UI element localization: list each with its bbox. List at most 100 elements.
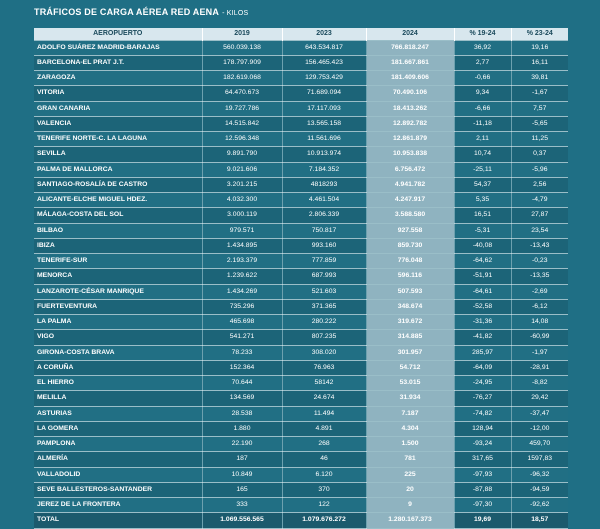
header-pct-19-24: % 19-24	[454, 28, 512, 41]
cargo-traffic-table: AEROPUERTO 2019 2023 2024 % 19-24 % 23-2…	[34, 28, 568, 529]
value-2024-cell: 70.490.106	[366, 85, 455, 102]
value-2019-cell: 541.271	[202, 329, 283, 346]
table-row: MELILLA 134.569 24.674 31.934 -76,27 29,42	[34, 390, 568, 407]
header-pct-23-24: % 23-24	[511, 28, 568, 41]
value-2019-cell: 22.190	[202, 436, 283, 453]
pct-23-24-cell: -0,23	[511, 253, 568, 270]
value-2024-cell: 12.861.879	[366, 131, 455, 148]
airport-cell: VIGO	[34, 329, 203, 346]
airport-cell: MÁLAGA-COSTA DEL SOL	[34, 207, 203, 224]
value-2019-cell: 10.849	[202, 467, 283, 483]
pct-23-24-cell: 11,25	[511, 131, 568, 148]
value-2023-cell: 993.160	[282, 238, 367, 255]
value-2024-cell: 18.413.262	[366, 101, 455, 117]
pct-23-24-cell: 2,56	[511, 177, 568, 194]
value-2023-cell: 4.461.504	[282, 192, 367, 209]
value-2023-cell: 687.993	[282, 268, 367, 285]
airport-cell: ALICANTE-ELCHE MIGUEL HDEZ.	[34, 192, 203, 209]
table-body: ADOLFO SUÁREZ MADRID-BARAJAS 560.039.138 6…	[34, 40, 568, 529]
table-row: MENORCA 1.239.622 687.993 596.116 -51,91 -13,…	[34, 268, 568, 285]
total-pct-23-24-cell: 18,57	[511, 512, 568, 529]
value-2023-cell: 308.020	[282, 345, 367, 361]
title-unit: - KILOS	[222, 10, 249, 17]
pct-23-24-cell: 29,42	[511, 390, 568, 407]
pct-23-24-cell: -5,96	[511, 162, 568, 178]
airport-cell: PALMA DE MALLORCA	[34, 162, 203, 178]
pct-19-24-cell: -64,62	[454, 253, 512, 270]
value-2019-cell: 64.470.673	[202, 85, 283, 102]
value-2024-cell: 12.892.782	[366, 116, 455, 133]
airport-cell: LANZAROTE-CÉSAR MANRIQUE	[34, 284, 203, 300]
table-row: LA PALMA 465.698 280.222 319.672 -31,36 14,08	[34, 314, 568, 331]
value-2019-cell: 182.619.068	[202, 70, 283, 87]
table-row: A CORUÑA 152.364 76.963 54.712 -64,09 -28,91	[34, 360, 568, 377]
table-row: SEVILLA 9.891.790 10.913.974 10.953.838 10,7…	[34, 146, 568, 163]
pct-19-24-cell: 10,74	[454, 146, 512, 163]
table-row: PALMA DE MALLORCA 9.021.606 7.184.352 6.756…	[34, 162, 568, 178]
airport-cell: LA GOMERA	[34, 421, 203, 438]
pct-23-24-cell: 459,70	[511, 436, 568, 453]
value-2023-cell: 750.817	[282, 223, 367, 239]
table-row: IBIZA 1.434.895 993.160 859.730 -40,08 -13,43	[34, 238, 568, 255]
table-row: GRAN CANARIA 19.727.786 17.117.093 18.413.2…	[34, 101, 568, 117]
value-2023-cell: 10.913.974	[282, 146, 367, 163]
pct-23-24-cell: 23,54	[511, 223, 568, 239]
airport-cell: ADOLFO SUÁREZ MADRID-BARAJAS	[34, 40, 203, 56]
value-2024-cell: 181.667.861	[366, 55, 455, 72]
value-2019-cell: 1.239.622	[202, 268, 283, 285]
value-2019-cell: 1.880	[202, 421, 283, 438]
value-2019-cell: 735.296	[202, 299, 283, 316]
value-2023-cell: 4818293	[282, 177, 367, 194]
pct-19-24-cell: 2,11	[454, 131, 512, 148]
pct-23-24-cell: -1,97	[511, 345, 568, 361]
total-value-2019-cell: 1.069.556.565	[202, 512, 283, 529]
airport-cell: MELILLA	[34, 390, 203, 407]
header-2023: 2023	[282, 28, 367, 41]
value-2023-cell: 156.465.423	[282, 55, 367, 72]
pct-23-24-cell: -94,59	[511, 482, 568, 499]
pct-23-24-cell: -13,35	[511, 268, 568, 285]
pct-23-24-cell: -8,82	[511, 375, 568, 392]
pct-19-24-cell: 9,34	[454, 85, 512, 102]
value-2023-cell: 46	[282, 451, 367, 468]
value-2024-cell: 507.593	[366, 284, 455, 300]
value-2024-cell: 20	[366, 482, 455, 499]
airport-cell: BILBAO	[34, 223, 203, 239]
table-row: LANZAROTE-CÉSAR MANRIQUE 1.434.269 521.603…	[34, 284, 568, 300]
table-row: ALMERÍA 187 46 781 317,65 1597,83	[34, 451, 568, 468]
header-row: AEROPUERTO 2019 2023 2024 % 19-24 % 23-2…	[34, 28, 568, 41]
pct-23-24-cell: 19,16	[511, 40, 568, 56]
pct-23-24-cell: -2,69	[511, 284, 568, 300]
value-2024-cell: 6.756.472	[366, 162, 455, 178]
value-2019-cell: 333	[202, 497, 283, 514]
pct-19-24-cell: -51,91	[454, 268, 512, 285]
pct-19-24-cell: -0,66	[454, 70, 512, 87]
table-row: SANTIAGO-ROSALÍA DE CASTRO 3.201.215 48182…	[34, 177, 568, 194]
pct-19-24-cell: -6,66	[454, 101, 512, 117]
value-2019-cell: 465.698	[202, 314, 283, 331]
table-row: FUERTEVENTURA 735.296 371.365 348.674 -52,58…	[34, 299, 568, 316]
table-row: LA GOMERA 1.880 4.891 4.304 128,94 -12,00	[34, 421, 568, 438]
value-2023-cell: 2.806.339	[282, 207, 367, 224]
pct-19-24-cell: 128,94	[454, 421, 512, 438]
pct-19-24-cell: -24,95	[454, 375, 512, 392]
value-2019-cell: 9.021.606	[202, 162, 283, 178]
pct-19-24-cell: 54,37	[454, 177, 512, 194]
value-2023-cell: 643.534.817	[282, 40, 367, 56]
value-2019-cell: 2.193.379	[202, 253, 283, 270]
table-row: PAMPLONA 22.190 268 1.500 -93,24 459,70	[34, 436, 568, 453]
value-2019-cell: 4.032.300	[202, 192, 283, 209]
airport-cell: JEREZ DE LA FRONTERA	[34, 497, 203, 514]
value-2024-cell: 4.247.917	[366, 192, 455, 209]
pct-19-24-cell: -87,88	[454, 482, 512, 499]
airport-cell: SEVE BALLESTEROS-SANTANDER	[34, 482, 203, 499]
pct-23-24-cell: 27,87	[511, 207, 568, 224]
value-2024-cell: 3.588.580	[366, 207, 455, 224]
table-row: ZARAGOZA 182.619.068 129.753.429 181.409.60…	[34, 70, 568, 87]
value-2023-cell: 58142	[282, 375, 367, 392]
value-2024-cell: 314.885	[366, 329, 455, 346]
table-row: MÁLAGA-COSTA DEL SOL 3.000.119 2.806.339 3.…	[34, 207, 568, 224]
airport-cell: PAMPLONA	[34, 436, 203, 453]
table-row: ADOLFO SUÁREZ MADRID-BARAJAS 560.039.138 6…	[34, 40, 568, 56]
pct-19-24-cell: 285,97	[454, 345, 512, 361]
